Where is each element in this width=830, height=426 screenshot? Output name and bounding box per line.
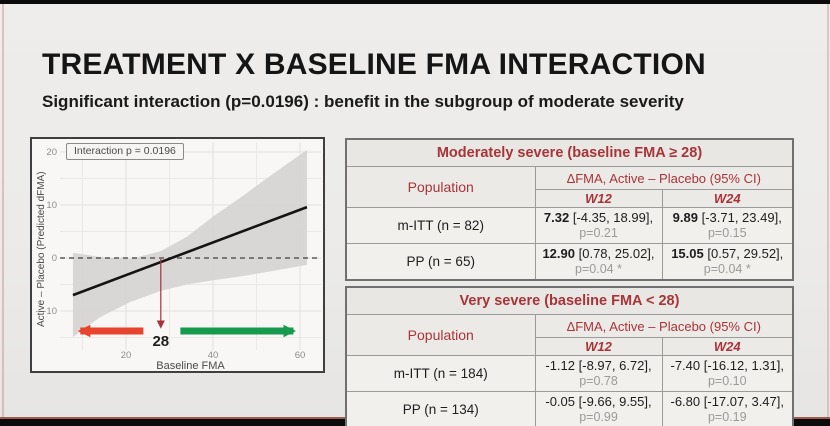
estimate: 9.89 [672, 210, 698, 226]
threshold-label: 28 [152, 333, 169, 350]
regression-line [72, 205, 308, 297]
right-edge-line [827, 4, 829, 417]
estimate: -0.05 [545, 394, 575, 410]
y-tick-label: 0 [52, 253, 57, 264]
estimate: 15.05 [671, 246, 704, 262]
effect-header: ΔFMA, Active – Placebo (95% CI) [534, 314, 794, 338]
table-title-row: Very severe (baseline FMA < 28) [345, 286, 794, 315]
page-title: TREATMENT X BASELINE FMA INTERACTION [42, 48, 706, 81]
effect-header: ΔFMA, Active – Placebo (95% CI) [534, 166, 794, 190]
y-tick-label: 10 [46, 200, 57, 211]
very-severe-table: Very severe (baseline FMA < 28) Populati… [345, 286, 795, 426]
confidence-interval: [-8.97, 6.72], [578, 358, 652, 374]
w24-value-cell: -7.40 [-16.12, 1.31], p=0.10 [661, 355, 794, 392]
interaction-pvalue-box: Interaction p = 0.0196 [66, 143, 184, 160]
confidence-interval: [-16.12, 1.31], [703, 358, 784, 374]
page-subtitle: Significant interaction (p=0.0196) : ben… [42, 92, 684, 111]
w12-value-cell: -1.12 [-8.97, 6.72], p=0.78 [534, 355, 663, 392]
y-tick-label: -10 [43, 306, 57, 317]
x-axis-label: Baseline FMA [156, 360, 225, 371]
x-tick-label: 40 [208, 350, 219, 361]
population-header: Population [345, 166, 536, 208]
estimate: 7.32 [543, 210, 570, 226]
population-cell: PP (n = 65) [345, 243, 536, 281]
p-value: p=0.21 [579, 225, 618, 240]
estimate: -6.80 [670, 394, 701, 410]
population-cell: m-ITT (n = 184) [345, 355, 536, 392]
w12-header: W12 [534, 337, 663, 356]
population-header: Population [345, 314, 536, 356]
p-value: p=0.99 [579, 409, 618, 424]
interaction-plot-panel: 28 20 40 60 20 10 0 -10 Baseline FMA Active – Pla… [30, 137, 325, 373]
w24-value-cell: -6.80 [-17.07, 3.47], p=0.19 [661, 391, 794, 426]
interaction-plot: 28 20 40 60 20 10 0 -10 Baseline FMA Active – Pla… [36, 143, 321, 371]
estimate: 12.90 [542, 246, 575, 262]
p-value: p=0.04 * [575, 261, 622, 276]
w12-value-cell: 7.32 [-4.35, 18.99], p=0.21 [534, 207, 663, 244]
table-row: m-ITT (n = 82) 7.32 [-4.35, 18.99], p=0.… [345, 207, 794, 244]
estimate: -1.12 [545, 358, 575, 374]
w24-header: W24 [661, 189, 794, 208]
letterbox-top [0, 0, 830, 4]
confidence-interval: [-17.07, 3.47], [703, 394, 784, 410]
p-value: p=0.19 [707, 409, 747, 424]
table-title: Very severe (baseline FMA < 28) [345, 286, 794, 315]
left-edge-line [2, 4, 4, 417]
table-header-row: Population ΔFMA, Active – Placebo (95% C… [345, 166, 794, 208]
w24-header: W24 [661, 337, 794, 356]
p-value: p=0.04 * [703, 261, 751, 276]
x-tick-label: 20 [121, 350, 132, 361]
table-row: m-ITT (n = 184) -1.12 [-8.97, 6.72], p=0… [345, 355, 794, 392]
table-row: PP (n = 65) 12.90 [0.78, 25.02], p=0.04 … [345, 243, 794, 281]
table-title-row: Moderately severe (baseline FMA ≥ 28) [345, 138, 794, 167]
estimate: -7.40 [670, 358, 701, 374]
confidence-interval: [0.78, 25.02], [578, 246, 655, 262]
table-title: Moderately severe (baseline FMA ≥ 28) [345, 138, 794, 167]
confidence-interval: [-9.66, 9.55], [578, 394, 652, 410]
table-row: PP (n = 134) -0.05 [-9.66, 9.55], p=0.99… [345, 391, 794, 426]
p-value: p=0.10 [707, 373, 747, 388]
results-tables: Moderately severe (baseline FMA ≥ 28) Po… [345, 138, 795, 426]
confidence-interval: [-4.35, 18.99], [572, 210, 654, 226]
moderately-severe-table: Moderately severe (baseline FMA ≥ 28) Po… [345, 138, 794, 281]
w12-value-cell: 12.90 [0.78, 25.02], p=0.04 * [534, 243, 663, 281]
w12-value-cell: -0.05 [-9.66, 9.55], p=0.99 [534, 391, 663, 426]
w24-value-cell: 9.89 [-3.71, 23.49], p=0.15 [661, 207, 794, 244]
confidence-interval: [-3.71, 23.49], [701, 210, 782, 226]
w24-value-cell: 15.05 [0.57, 29.52], p=0.04 * [661, 243, 794, 281]
w12-header: W12 [534, 189, 663, 208]
table-subheader-row: W12 W24 [346, 337, 794, 356]
p-value: p=0.78 [579, 373, 618, 388]
table-header-row: Population ΔFMA, Active – Placebo (95% C… [345, 314, 794, 356]
population-cell: m-ITT (n = 82) [345, 207, 536, 244]
confidence-band [72, 149, 307, 337]
p-value: p=0.15 [707, 225, 747, 240]
population-cell: PP (n = 134) [345, 391, 536, 426]
y-tick-label: 20 [46, 147, 57, 158]
confidence-interval: [0.57, 29.52], [707, 246, 784, 262]
x-tick-label: 60 [295, 350, 306, 361]
y-axis-label: Active – Placebo (Predicted dFMA) [36, 171, 47, 327]
